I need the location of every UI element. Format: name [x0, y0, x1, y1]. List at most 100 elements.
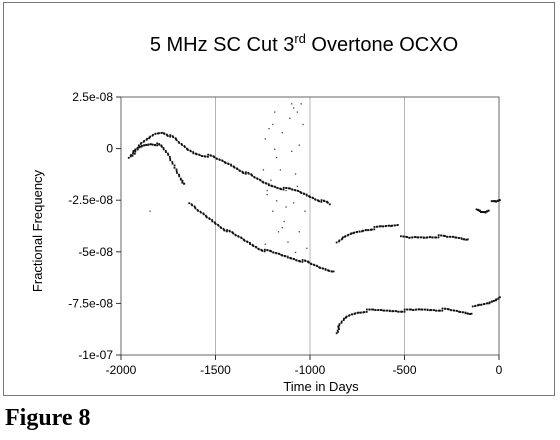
- outlier-point: [300, 103, 302, 105]
- data-point: [458, 237, 461, 239]
- data-point: [270, 250, 273, 253]
- data-point: [316, 265, 319, 268]
- outlier-point: [302, 123, 304, 126]
- data-point: [447, 308, 450, 311]
- data-point: [285, 187, 288, 189]
- data-point: [305, 194, 308, 197]
- data-point: [175, 138, 177, 141]
- data-point: [338, 240, 340, 243]
- data-point: [373, 226, 376, 228]
- outlier-point: [272, 210, 274, 212]
- data-point: [410, 308, 412, 311]
- data-point: [335, 332, 338, 335]
- data-point: [232, 232, 235, 235]
- data-point: [184, 146, 186, 148]
- data-point: [337, 326, 340, 329]
- data-point: [192, 151, 195, 153]
- data-point: [480, 211, 482, 213]
- chart: 5 MHz SC Cut 3rd Overtone OCXO -2000 -150…: [30, 31, 503, 394]
- outlier-point: [264, 243, 266, 245]
- data-point: [337, 330, 339, 333]
- data-point: [464, 312, 467, 315]
- data-point: [162, 147, 165, 149]
- data-point: [380, 309, 383, 311]
- data-point: [391, 224, 393, 227]
- data-point: [301, 260, 304, 263]
- data-point: [363, 311, 366, 313]
- data-point: [492, 200, 495, 203]
- data-point: [230, 163, 232, 166]
- outlier-point: [296, 111, 299, 113]
- data-point: [342, 236, 344, 239]
- data-point: [477, 209, 480, 212]
- data-point: [430, 309, 433, 312]
- data-point: [297, 190, 300, 192]
- data-point: [341, 237, 344, 240]
- data-point: [131, 154, 134, 157]
- data-point: [267, 183, 270, 186]
- data-point: [373, 228, 376, 231]
- data-point: [401, 310, 404, 313]
- data-point: [499, 199, 501, 202]
- data-point: [188, 202, 191, 205]
- data-point: [423, 237, 425, 239]
- data-point: [455, 236, 458, 239]
- data-point: [138, 145, 141, 148]
- data-point: [388, 224, 390, 227]
- data-point: [226, 229, 228, 231]
- chart-title-superscript: rd: [294, 31, 306, 46]
- series-8: [471, 296, 501, 308]
- outlier-point: [270, 179, 272, 181]
- y-tick-label: 0: [106, 142, 113, 156]
- data-point: [169, 157, 171, 160]
- data-point: [495, 200, 497, 203]
- data-point: [174, 137, 177, 140]
- data-point: [225, 230, 228, 233]
- outlier-point: [306, 247, 308, 249]
- data-point: [208, 218, 211, 221]
- data-points: [127, 103, 501, 335]
- data-point: [337, 325, 340, 328]
- data-point: [389, 310, 391, 313]
- data-point: [167, 154, 170, 156]
- outlier-point: [292, 202, 295, 204]
- data-point: [301, 259, 304, 261]
- data-point: [345, 315, 348, 318]
- data-point: [313, 264, 316, 267]
- outlier-point: [275, 156, 278, 159]
- outlier-point: [298, 231, 300, 233]
- data-point: [495, 298, 498, 301]
- data-point: [154, 132, 157, 135]
- data-point: [379, 225, 382, 228]
- data-point: [490, 200, 493, 203]
- series-2: [188, 202, 335, 273]
- outlier-point: [285, 189, 287, 192]
- x-axis-label: Time in Days: [283, 379, 359, 394]
- data-point: [175, 170, 178, 173]
- data-point: [169, 134, 172, 137]
- series-5: [475, 208, 490, 214]
- data-point: [290, 257, 293, 260]
- data-point: [305, 193, 308, 196]
- data-point: [201, 155, 204, 157]
- data-point: [127, 156, 130, 159]
- data-point: [411, 236, 414, 239]
- data-point: [156, 142, 159, 145]
- data-point: [326, 201, 329, 204]
- data-point: [242, 172, 245, 174]
- data-point: [365, 229, 367, 231]
- data-point: [356, 230, 359, 233]
- data-point: [406, 236, 409, 239]
- data-point: [257, 248, 260, 251]
- data-point: [310, 263, 313, 266]
- data-point: [237, 235, 240, 238]
- data-point: [338, 324, 341, 327]
- data-point: [207, 153, 210, 156]
- data-point: [194, 207, 197, 210]
- x-tick-label: -1000: [295, 363, 326, 377]
- x-tick-label: -500: [392, 363, 416, 377]
- data-point: [256, 178, 259, 180]
- data-point: [312, 197, 314, 200]
- data-point: [331, 270, 333, 273]
- series-4: [400, 234, 469, 241]
